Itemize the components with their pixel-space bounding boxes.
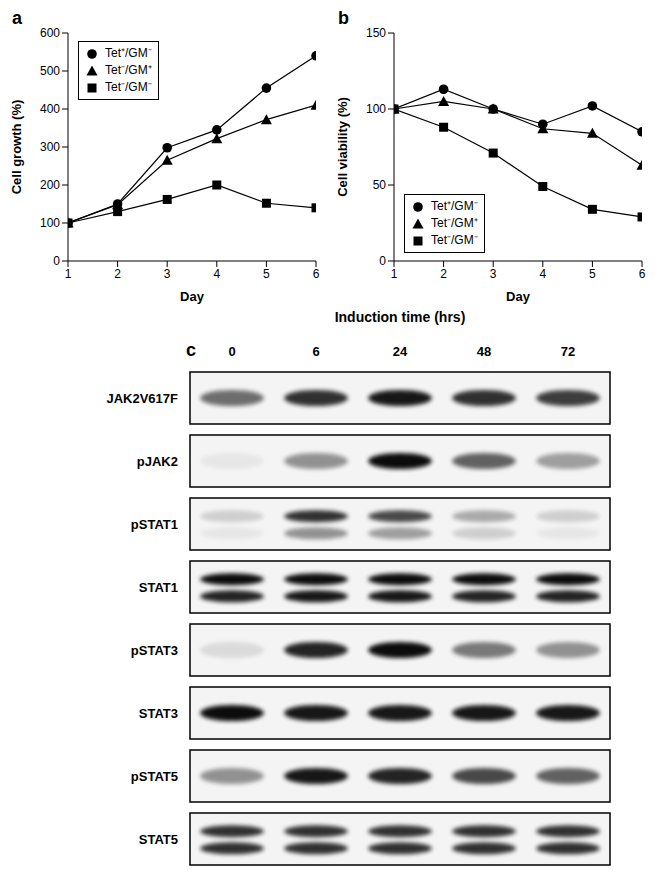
svg-text:300: 300 [40,140,60,154]
svg-text:JAK2V617F: JAK2V617F [106,391,178,406]
svg-text:50: 50 [373,178,387,192]
html-text:Tet⁻/GM⁺: Tet⁻/GM⁺ [431,216,478,230]
svg-text:24: 24 [393,344,408,359]
html-text:Tet⁻/GM⁻: Tet⁻/GM⁻ [431,233,478,247]
html-text:Tet⁻/GM⁺: Tet⁻/GM⁺ [105,63,152,77]
svg-text:6: 6 [313,267,320,281]
html-text:a: a [12,8,22,28]
svg-text:Cell viability (%): Cell viability (%) [335,97,350,197]
svg-text:0: 0 [228,344,235,359]
svg-text:4: 4 [213,267,220,281]
svg-text:0: 0 [53,254,60,268]
svg-text:STAT5: STAT5 [139,832,178,847]
svg-text:pSTAT3: pSTAT3 [131,643,178,658]
html-text:b: b [338,8,349,28]
html-text:Tet⁻/GM⁻: Tet⁻/GM⁻ [105,80,152,94]
svg-text:500: 500 [40,64,60,78]
svg-text:pSTAT1: pSTAT1 [131,517,178,532]
svg-text:Day: Day [506,289,531,304]
svg-text:200: 200 [40,178,60,192]
svg-text:pJAK2: pJAK2 [137,454,178,469]
svg-text:1: 1 [391,267,398,281]
svg-text:Induction time (hrs): Induction time (hrs) [335,309,466,325]
svg-text:6: 6 [639,267,646,281]
svg-text:400: 400 [40,102,60,116]
svg-text:STAT3: STAT3 [139,706,178,721]
svg-text:4: 4 [539,267,546,281]
svg-text:Cell growth (%): Cell growth (%) [9,100,24,195]
svg-text:2: 2 [440,267,447,281]
svg-text:5: 5 [589,267,596,281]
svg-text:72: 72 [561,344,575,359]
svg-text:600: 600 [40,26,60,40]
svg-text:pSTAT5: pSTAT5 [131,769,178,784]
svg-text:5: 5 [263,267,270,281]
svg-text:3: 3 [164,267,171,281]
svg-text:1: 1 [65,267,72,281]
svg-text:6: 6 [312,344,319,359]
svg-text:c: c [186,340,196,360]
svg-text:150: 150 [366,26,386,40]
svg-text:100: 100 [40,216,60,230]
html-text:Tet⁺/GM⁻: Tet⁺/GM⁻ [105,46,152,60]
svg-text:48: 48 [477,344,491,359]
html-text:Tet⁺/GM⁻: Tet⁺/GM⁻ [431,199,478,213]
svg-text:3: 3 [490,267,497,281]
svg-text:100: 100 [366,102,386,116]
svg-text:0: 0 [379,254,386,268]
svg-text:2: 2 [114,267,121,281]
svg-text:STAT1: STAT1 [139,580,178,595]
svg-text:Day: Day [180,289,205,304]
